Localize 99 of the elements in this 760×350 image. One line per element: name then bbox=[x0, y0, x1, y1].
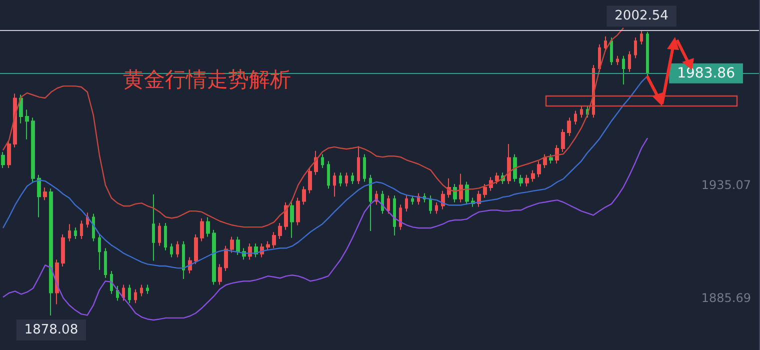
candlestick bbox=[345, 172, 348, 187]
candlestick bbox=[164, 222, 167, 251]
candlestick bbox=[37, 174, 41, 218]
candlestick bbox=[525, 174, 529, 187]
line-series bbox=[2, 27, 624, 228]
candlestick bbox=[399, 204, 402, 230]
candlestick bbox=[519, 174, 523, 187]
candlestick bbox=[128, 284, 131, 304]
candlestick bbox=[302, 186, 306, 206]
candlestick bbox=[327, 160, 330, 190]
annotation: 2002.54 bbox=[614, 8, 668, 24]
candlestick bbox=[634, 37, 637, 59]
candlestick bbox=[290, 202, 294, 238]
candlestick bbox=[531, 170, 535, 182]
candlestick bbox=[230, 236, 234, 254]
candlestick bbox=[224, 245, 228, 272]
candlestick bbox=[296, 197, 300, 226]
candlestick bbox=[170, 243, 173, 258]
candlestick bbox=[441, 190, 445, 210]
candlestick bbox=[610, 37, 613, 66]
candlestick bbox=[513, 154, 517, 182]
candlestick bbox=[49, 188, 53, 316]
candlestick bbox=[393, 194, 396, 236]
candlestick bbox=[387, 194, 390, 214]
candlestick bbox=[381, 190, 384, 214]
candlestick bbox=[98, 234, 101, 270]
candlestick bbox=[435, 202, 438, 214]
y-tick-label: 1935.07 bbox=[701, 178, 751, 192]
candlestick bbox=[357, 146, 360, 185]
candlestick bbox=[495, 172, 499, 185]
candlestick bbox=[405, 194, 408, 212]
line-series bbox=[2, 137, 648, 321]
candlestick bbox=[1, 151, 5, 169]
candlestick bbox=[537, 160, 541, 178]
candlestick bbox=[146, 284, 149, 294]
candlestick bbox=[110, 270, 113, 294]
candlestick bbox=[284, 202, 288, 230]
candlestick bbox=[646, 31, 649, 77]
candlestick bbox=[25, 109, 29, 140]
candlestick bbox=[363, 154, 366, 182]
candlestick bbox=[549, 154, 553, 164]
candlestick bbox=[622, 55, 625, 85]
candlestick bbox=[333, 172, 336, 198]
candlestick bbox=[134, 288, 137, 304]
candlestick bbox=[429, 194, 432, 214]
candlestick bbox=[555, 144, 559, 164]
candlestick bbox=[574, 110, 577, 126]
candlestick bbox=[465, 181, 469, 206]
candlestick bbox=[580, 106, 583, 118]
candlestick bbox=[640, 30, 643, 45]
candlestick bbox=[339, 172, 342, 187]
candlestick bbox=[61, 234, 65, 267]
candlestick bbox=[152, 194, 155, 262]
annotation: 1878.08 bbox=[24, 322, 78, 338]
candlestick bbox=[206, 216, 210, 238]
candlestick bbox=[321, 154, 324, 169]
candlestick bbox=[411, 194, 414, 206]
candlestick bbox=[104, 248, 107, 278]
candlestick bbox=[369, 174, 372, 232]
candlestick bbox=[604, 36, 607, 52]
candlestick bbox=[598, 44, 601, 72]
candlestick bbox=[483, 184, 487, 198]
candlestick bbox=[19, 94, 23, 124]
candlestick bbox=[116, 285, 119, 302]
candlestick bbox=[272, 232, 276, 249]
candlestick bbox=[567, 117, 571, 136]
candlestick bbox=[266, 240, 270, 251]
candlestick bbox=[140, 284, 143, 297]
y-tick-label: 1885.69 bbox=[701, 291, 751, 306]
candlestick bbox=[628, 50, 631, 72]
candlestick bbox=[543, 154, 547, 169]
candlestick bbox=[122, 284, 125, 302]
candlestick bbox=[453, 184, 457, 203]
candlestick bbox=[278, 222, 282, 240]
candlestick bbox=[182, 240, 185, 280]
candlestick bbox=[459, 173, 463, 203]
candlestick bbox=[507, 143, 511, 185]
candlestick bbox=[308, 168, 312, 194]
candlestick bbox=[616, 55, 619, 66]
candlestick bbox=[194, 234, 198, 265]
candlestick bbox=[200, 218, 204, 242]
candlestick bbox=[13, 93, 17, 148]
candlestick bbox=[561, 128, 565, 152]
candlestick bbox=[351, 172, 354, 185]
candlestick bbox=[31, 117, 35, 182]
candlestick bbox=[236, 236, 240, 256]
candlestick bbox=[176, 240, 179, 258]
candlestick bbox=[74, 227, 77, 240]
ref-line-label: 1983.86 bbox=[677, 65, 736, 82]
text: 黄金行情走势解析 bbox=[123, 68, 291, 92]
candlestick bbox=[158, 222, 161, 246]
candlestick bbox=[55, 259, 59, 305]
candlestick bbox=[92, 213, 95, 242]
candlestick bbox=[7, 140, 11, 169]
candlestick bbox=[80, 220, 83, 240]
candlestick bbox=[68, 224, 71, 242]
candlestick bbox=[212, 229, 216, 286]
candlestick bbox=[43, 186, 47, 201]
candlestick bbox=[218, 264, 222, 286]
